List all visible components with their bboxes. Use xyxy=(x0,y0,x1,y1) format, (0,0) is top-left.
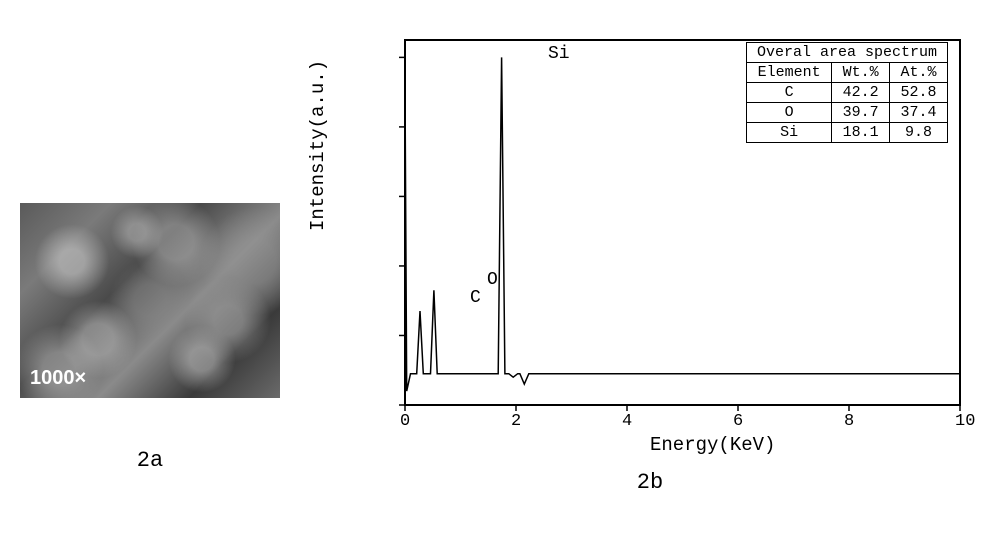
x-tick-label: 2 xyxy=(511,412,521,431)
magnification-label: 1000× xyxy=(30,367,86,390)
col-at: At.% xyxy=(890,63,948,83)
peak-label-c: C xyxy=(470,288,481,308)
eds-chart: Intensity(a.u.) Energy(KeV) COSi 0246810… xyxy=(330,20,970,460)
x-tick-label: 0 xyxy=(400,412,410,431)
panel-2a: 1000× 2a xyxy=(10,203,290,473)
table-title: Overal area spectrum xyxy=(746,43,947,63)
col-element: Element xyxy=(746,63,831,83)
x-tick-label: 4 xyxy=(622,412,632,431)
table-row: Si 18.1 9.8 xyxy=(746,123,947,143)
peak-label-o: O xyxy=(487,270,498,290)
table-header-row: Element Wt.% At.% xyxy=(746,63,947,83)
panel-2b: Intensity(a.u.) Energy(KeV) CO Si 0 2 4 6 8 10… xyxy=(290,20,990,536)
eds-composition-table: Overal area spectrum Element Wt.% At.% C… xyxy=(746,42,948,143)
x-tick-label: 8 xyxy=(844,412,854,431)
sublabel-2b: 2b xyxy=(637,470,663,495)
x-axis-label: Energy(KeV) xyxy=(650,434,775,456)
x-tick-label: 10 xyxy=(955,412,975,431)
sem-micrograph: 1000× xyxy=(20,203,280,398)
figure-container: 1000× 2a Intensity(a.u.) Energy(KeV) CO S… xyxy=(0,0,1000,556)
table-row: C 42.2 52.8 xyxy=(746,83,947,103)
y-axis-label: Intensity(a.u.) xyxy=(307,60,329,231)
table-row: O 39.7 37.4 xyxy=(746,103,947,123)
peak-label-si: Si xyxy=(548,44,570,64)
col-wt: Wt.% xyxy=(832,63,890,83)
sublabel-2a: 2a xyxy=(137,448,163,473)
x-tick-label: 6 xyxy=(733,412,743,431)
